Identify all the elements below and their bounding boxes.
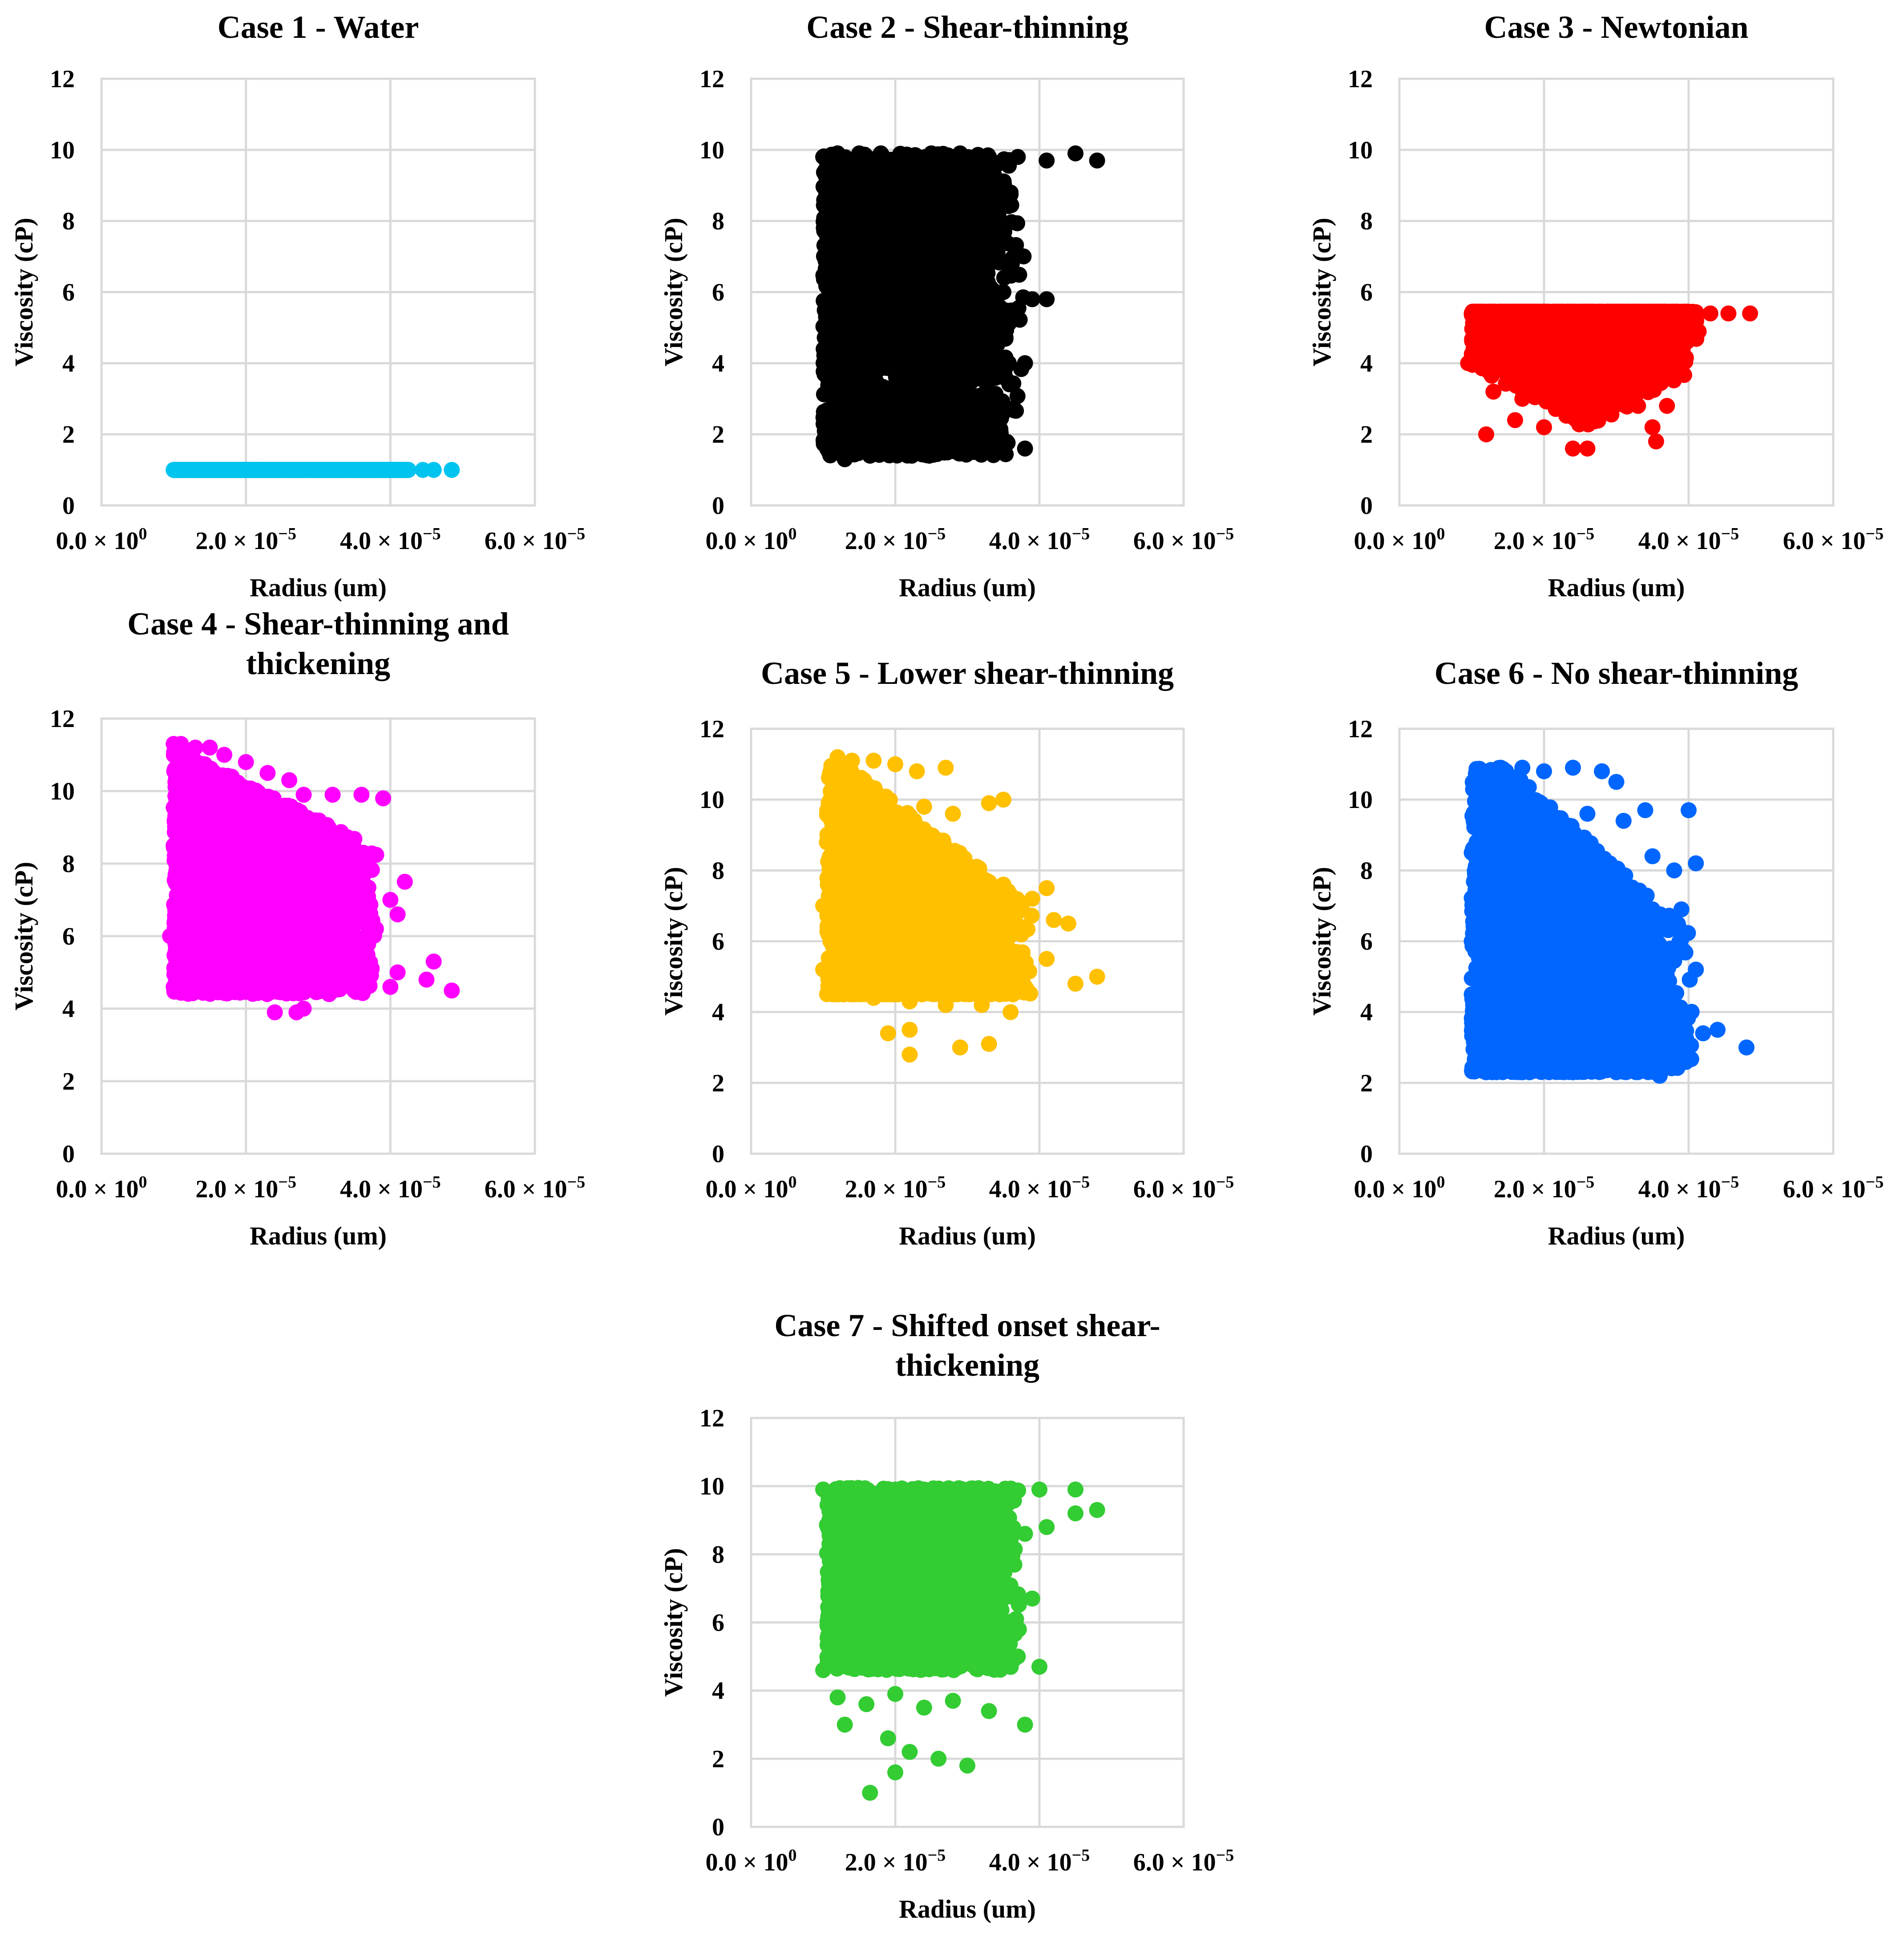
chart-title: Case 1 - Water [218, 9, 419, 45]
y-tick-label: 2 [62, 421, 75, 448]
y-axis-label: Viscosity (cP) [9, 218, 38, 366]
y-tick-label: 10 [50, 137, 75, 164]
data-point [223, 462, 240, 478]
data-point [296, 462, 312, 478]
x-tick-label: 2.0 × 10−5 [195, 525, 296, 555]
y-tick-label: 4 [712, 350, 724, 377]
x-tick-label: 0.0 × 100 [706, 525, 797, 555]
x-tick-label: 4.0 × 10−5 [989, 525, 1090, 555]
data-point [194, 462, 211, 478]
y-tick-label: 0 [62, 492, 75, 520]
x-tick-label: 4.0 × 10−5 [340, 525, 441, 555]
x-tick-label: 6.0 × 10−5 [485, 525, 586, 555]
data-point [396, 462, 413, 478]
y-tick-label: 10 [699, 137, 724, 164]
data-point [339, 462, 355, 478]
chart-title: Case 2 - Shear-thinning [806, 9, 1128, 45]
data-point [310, 462, 326, 478]
x-tick-label: 0.0 × 100 [56, 525, 147, 555]
y-tick-label: 12 [50, 65, 75, 93]
data-point [209, 462, 226, 478]
data-point [281, 462, 298, 478]
y-tick-label: 6 [62, 279, 75, 307]
data-point [1015, 248, 1032, 265]
data-point [368, 462, 384, 478]
y-tick-label: 4 [62, 350, 75, 377]
data-point [425, 462, 442, 478]
y-tick-label: 0 [712, 492, 724, 520]
y-tick-label: 8 [62, 208, 75, 235]
chart-panel-2: Case 2 - Shear-thinning 0 2 4 6 8 10 12 0.0 × 10… [659, 9, 1234, 602]
data-point [444, 462, 460, 478]
y-tick-label: 2 [712, 421, 724, 448]
x-axis-label: Radius (um) [250, 573, 387, 602]
data-points [166, 462, 460, 478]
x-axis-label: Radius (um) [899, 573, 1036, 602]
data-point [877, 389, 893, 406]
y-axis-label: Viscosity (cP) [659, 218, 688, 366]
chart-panel-1: Case 1 - Water 0 2 4 6 8 10 12 0.0 × 100 2.0 × 10… [9, 9, 585, 602]
data-point [994, 309, 1010, 325]
x-tick-label: 6.0 × 10−5 [1133, 525, 1234, 555]
y-tick-label: 8 [712, 208, 724, 235]
data-point [1001, 355, 1017, 371]
data-points [815, 145, 1105, 468]
y-tick-label: 6 [712, 279, 724, 307]
x-tick-label: 2.0 × 10−5 [845, 525, 946, 555]
data-point [166, 462, 182, 478]
data-point [944, 408, 961, 424]
y-tick-label: 12 [699, 65, 724, 93]
data-point [252, 462, 269, 478]
